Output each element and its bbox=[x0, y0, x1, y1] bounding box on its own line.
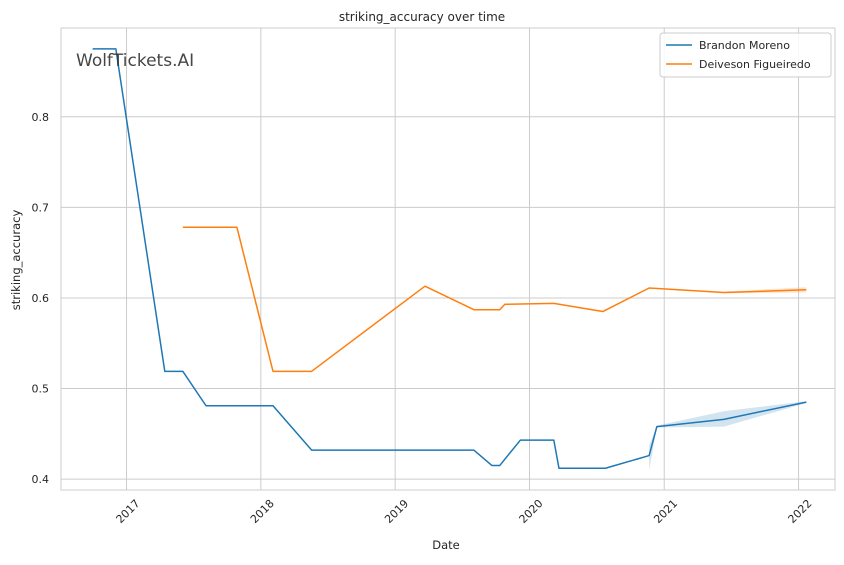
x-tick-label: 2017 bbox=[114, 497, 143, 526]
confidence-bands bbox=[649, 287, 807, 471]
y-tick-label: 0.5 bbox=[32, 383, 50, 396]
x-tick-labels: 2017 2018 2019 2020 2021 2022 bbox=[114, 497, 815, 526]
series-line-deiveson-figueiredo bbox=[182, 226, 807, 373]
legend: Brandon Moreno Deiveson Figueiredo bbox=[659, 32, 832, 78]
series-lines bbox=[92, 48, 807, 470]
y-tick-label: 0.7 bbox=[32, 201, 50, 214]
plot-frame bbox=[60, 27, 836, 491]
x-tick-label: 2020 bbox=[517, 497, 546, 526]
y-axis-label: striking_accuracy bbox=[9, 210, 23, 311]
x-tick-label: 2021 bbox=[651, 497, 680, 526]
y-tick-label: 0.4 bbox=[32, 473, 50, 486]
x-axis-label: Date bbox=[432, 538, 460, 552]
watermark: WolfTickets.AI bbox=[76, 51, 194, 71]
chart-title: striking_accuracy over time bbox=[339, 10, 505, 24]
x-tick-label: 2018 bbox=[248, 497, 277, 526]
y-tick-label: 0.6 bbox=[32, 292, 50, 305]
confidence-band-brandon-moreno bbox=[649, 401, 807, 471]
legend-label-brandon-moreno: Brandon Moreno bbox=[699, 39, 790, 52]
y-tick-labels: 0.4 0.5 0.6 0.7 0.8 bbox=[32, 111, 50, 486]
x-tick-label: 2022 bbox=[786, 497, 815, 526]
legend-label-deiveson-figueiredo: Deiveson Figueiredo bbox=[699, 58, 811, 71]
series-line-brandon-moreno bbox=[92, 48, 807, 470]
x-tick-label: 2019 bbox=[382, 497, 411, 526]
legend-box bbox=[659, 32, 832, 78]
y-tick-label: 0.8 bbox=[32, 111, 50, 124]
